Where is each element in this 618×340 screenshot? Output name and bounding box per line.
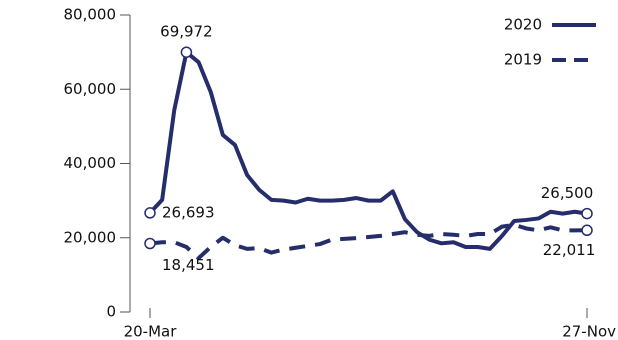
legend-label: 2019: [504, 51, 542, 69]
point-marker: [581, 224, 593, 237]
x-tick-label: 20-Mar: [124, 323, 178, 340]
y-tick-label: 60,000: [64, 80, 117, 98]
y-tick-label: 20,000: [64, 228, 117, 246]
point-marker: [144, 237, 156, 250]
series-line: [148, 50, 588, 251]
x-tick-label: 27-Nov: [562, 323, 616, 340]
series-line: [149, 222, 588, 261]
point-marker: [581, 207, 593, 220]
y-tick-label: 80,000: [64, 6, 117, 24]
data-label: 18,451: [162, 256, 215, 274]
legend-label: 2020: [504, 16, 542, 34]
y-tick-label: 0: [106, 303, 116, 321]
point-marker: [180, 46, 193, 58]
data-label: 22,011: [543, 241, 596, 259]
data-label: 26,693: [162, 203, 215, 221]
data-label: 26,500: [541, 184, 594, 202]
point-marker: [144, 207, 156, 219]
data-label: 69,972: [160, 23, 213, 41]
y-tick-label: 40,000: [64, 154, 117, 172]
